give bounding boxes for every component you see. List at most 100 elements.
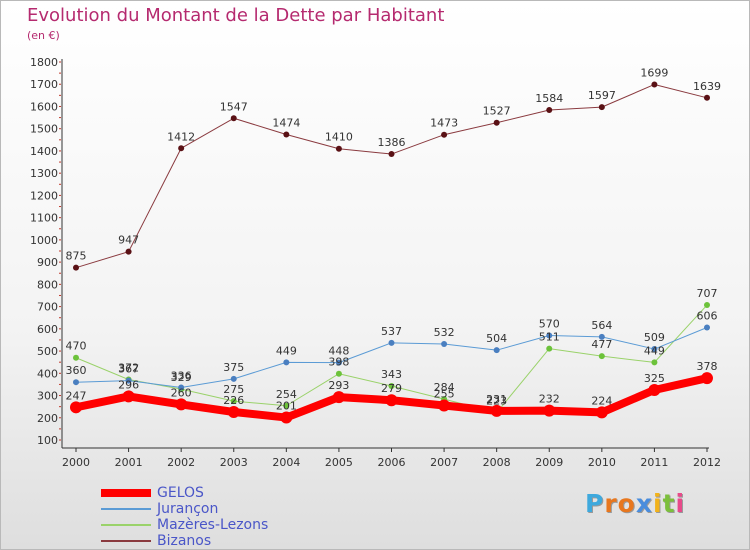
x-tick-label: 2000 xyxy=(62,456,90,469)
data-point-bizanos xyxy=(651,81,658,88)
data-label-jurancon: 570 xyxy=(539,317,560,330)
data-point-gelos xyxy=(175,398,188,411)
y-tick-label: 500 xyxy=(37,345,58,358)
data-point-mazeres-lezons xyxy=(230,398,237,405)
data-point-bizanos xyxy=(125,248,132,255)
data-point-bizanos xyxy=(230,115,237,122)
data-label-mazeres-lezons: 398 xyxy=(328,356,349,369)
data-label-bizanos: 1584 xyxy=(535,92,563,105)
x-tick-label: 2008 xyxy=(483,456,511,469)
y-tick-label: 100 xyxy=(37,434,58,447)
data-label-bizanos: 1547 xyxy=(220,100,248,113)
series-line-bizanos xyxy=(75,83,708,269)
data-label-mazeres-lezons: 449 xyxy=(644,344,665,357)
data-point-mazeres-lezons xyxy=(73,354,79,361)
data-point-bizanos xyxy=(178,145,185,152)
y-tick-label: 1000 xyxy=(30,234,58,247)
data-label-mazeres-lezons: 275 xyxy=(223,383,244,396)
data-label-gelos: 293 xyxy=(328,379,349,392)
data-label-jurancon: 449 xyxy=(276,344,297,357)
x-tick-label: 2001 xyxy=(115,456,143,469)
data-label-bizanos: 1639 xyxy=(693,80,721,93)
y-tick-label: 1100 xyxy=(30,212,58,225)
data-label-mazeres-lezons: 254 xyxy=(276,388,297,401)
data-label-jurancon: 360 xyxy=(66,364,87,377)
y-tick-label: 800 xyxy=(37,278,58,291)
data-point-jurancon xyxy=(546,332,553,339)
x-tick-label: 2012 xyxy=(693,456,721,469)
data-label-mazeres-lezons: 329 xyxy=(171,371,192,384)
y-tick-label: 900 xyxy=(37,256,58,269)
data-point-mazeres-lezons xyxy=(283,402,290,409)
data-label-bizanos: 1699 xyxy=(640,66,668,79)
y-tick-label: 1300 xyxy=(30,167,58,180)
y-tick-label: 600 xyxy=(37,323,58,336)
y-tick-label: 1200 xyxy=(30,189,58,202)
data-point-bizanos xyxy=(388,151,395,158)
y-tick-label: 700 xyxy=(37,301,58,314)
data-point-gelos xyxy=(385,394,398,407)
data-point-gelos xyxy=(227,405,240,418)
legend-swatch xyxy=(101,524,151,526)
data-label-gelos: 325 xyxy=(644,372,665,385)
data-point-jurancon xyxy=(73,379,79,386)
data-label-bizanos: 875 xyxy=(66,250,87,263)
data-label-jurancon: 336 xyxy=(171,370,192,383)
chart-unit-label: (en €) xyxy=(27,29,60,42)
y-tick-label: 1800 xyxy=(30,56,58,69)
data-label-mazeres-lezons: 707 xyxy=(697,287,718,300)
x-tick-label: 2009 xyxy=(535,456,563,469)
x-tick-label: 2010 xyxy=(588,456,616,469)
proxiti-logo: Proxiti xyxy=(585,489,686,518)
data-label-gelos: 255 xyxy=(434,388,455,401)
data-label-bizanos: 1410 xyxy=(325,131,353,144)
chart-title: Evolution du Montant de la Dette par Hab… xyxy=(27,5,445,26)
data-label-jurancon: 448 xyxy=(328,345,349,358)
x-tick-label: 2011 xyxy=(640,456,668,469)
y-tick-label: 1700 xyxy=(30,78,58,91)
legend-swatch xyxy=(101,540,151,542)
data-point-bizanos xyxy=(546,107,553,114)
data-label-gelos: 224 xyxy=(591,394,612,407)
data-point-mazeres-lezons xyxy=(704,302,710,309)
data-point-bizanos xyxy=(704,94,710,101)
data-label-jurancon: 504 xyxy=(486,332,507,345)
data-label-bizanos: 1597 xyxy=(588,89,616,102)
data-label-gelos: 231 xyxy=(486,393,507,406)
data-point-gelos xyxy=(332,391,345,404)
data-label-jurancon: 375 xyxy=(223,361,244,374)
data-point-bizanos xyxy=(335,145,342,152)
legend-label: GELOS xyxy=(157,485,204,501)
data-point-jurancon xyxy=(230,375,237,382)
legend: GELOS Jurançon Mazères-Lezons Bizanos xyxy=(101,485,268,549)
data-label-jurancon: 537 xyxy=(381,325,402,338)
data-label-mazeres-lezons: 372 xyxy=(118,362,139,375)
data-point-jurancon xyxy=(178,384,185,391)
data-label-mazeres-lezons: 343 xyxy=(381,368,402,381)
x-tick-label: 2003 xyxy=(220,456,248,469)
data-label-gelos: 260 xyxy=(171,386,192,399)
data-point-gelos xyxy=(490,404,503,417)
data-point-jurancon xyxy=(704,324,710,331)
data-point-bizanos xyxy=(493,119,500,126)
data-point-gelos xyxy=(438,399,451,412)
data-label-jurancon: 606 xyxy=(697,309,718,322)
data-point-gelos xyxy=(543,404,556,417)
data-label-mazeres-lezons: 511 xyxy=(539,331,560,344)
data-label-gelos: 279 xyxy=(381,382,402,395)
data-point-mazeres-lezons xyxy=(651,359,658,366)
legend-swatch xyxy=(101,489,151,497)
data-label-mazeres-lezons: 284 xyxy=(434,381,455,394)
data-point-bizanos xyxy=(598,104,605,111)
data-label-bizanos: 1527 xyxy=(483,105,511,118)
data-label-bizanos: 1386 xyxy=(378,136,406,149)
data-point-jurancon xyxy=(651,346,658,353)
x-tick-label: 2004 xyxy=(272,456,300,469)
legend-item: Bizanos xyxy=(101,533,268,549)
y-tick-label: 200 xyxy=(37,412,58,425)
data-point-mazeres-lezons xyxy=(546,345,553,352)
data-label-gelos: 201 xyxy=(276,400,297,413)
data-point-gelos xyxy=(595,406,608,419)
